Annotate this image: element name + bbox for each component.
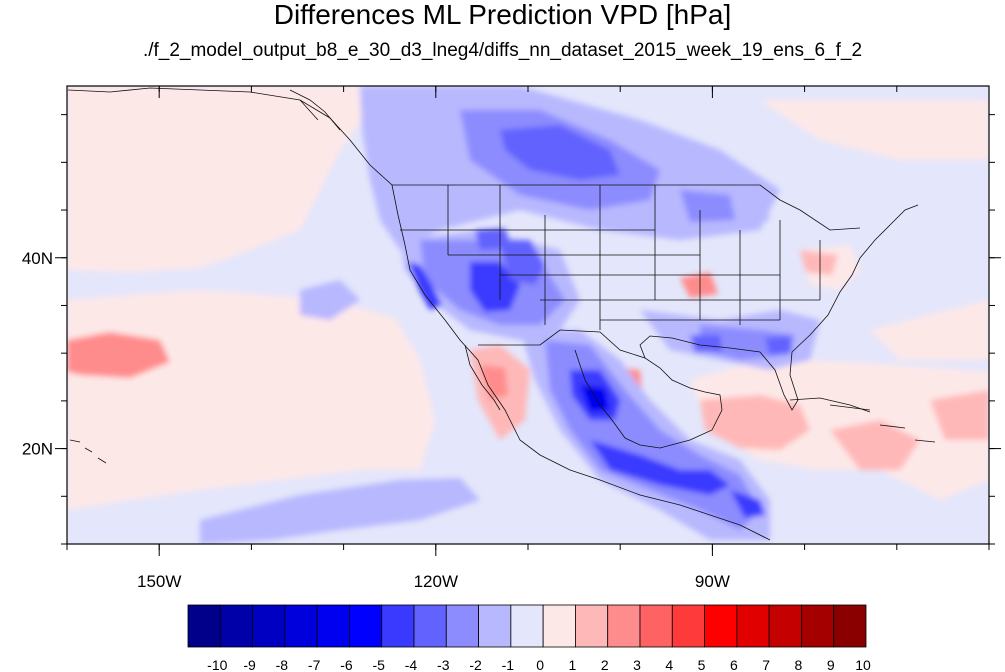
- plot-title: Differences ML Prediction VPD [hPa]: [273, 0, 732, 30]
- positive-region-northeast-pacific: [67, 86, 362, 272]
- colorbar-swatch: [445, 604, 479, 648]
- strong-positive-gulf-of-mexico: [700, 395, 810, 450]
- strong-negative-central-america: [730, 490, 765, 518]
- colorbar-label: 5: [698, 657, 706, 672]
- moderate-negative-montana: [680, 190, 735, 222]
- negative-region-pacific-tropics: [200, 478, 480, 544]
- colorbar-swatch: [349, 604, 383, 648]
- strong-negative-california: [408, 262, 442, 310]
- axis-ticks: 150W 120W 90W 40N 20N: [22, 86, 1001, 591]
- lon-tick-label: 150W: [137, 572, 181, 591]
- positive-region-far-northeast: [760, 100, 989, 160]
- strong-negative-southeast-coast: [765, 336, 792, 355]
- border-us-mexico: [478, 329, 646, 359]
- strong-negative-mexico-south: [590, 440, 730, 495]
- coastline-pacific: [67, 87, 771, 541]
- plot-subtitle: ./f_2_model_output_b8_e_30_d3_lneg4/diff…: [142, 40, 863, 61]
- coastline-alaska-islands: [289, 89, 341, 131]
- lat-tick-label: 20N: [22, 440, 53, 459]
- colorbar-swatch: [542, 604, 576, 648]
- colorbar-swatch: [316, 604, 350, 648]
- colorbar-swatch: [478, 604, 512, 648]
- colorbar-swatch: [510, 604, 544, 648]
- strong-negative-arizona: [500, 240, 545, 285]
- strong-negative-nevada-utah: [470, 262, 520, 312]
- colorbar-swatch: [833, 604, 867, 648]
- colorbar-label: 3: [633, 657, 641, 672]
- colorbar-swatch: [736, 604, 770, 648]
- colorbar-label: -1: [502, 657, 515, 672]
- lon-tick-label: 90W: [695, 572, 730, 591]
- colorbar-swatch: [704, 604, 738, 648]
- colorbar-swatch: [768, 604, 802, 648]
- colorbar-label: 4: [665, 657, 673, 672]
- colorbar-swatch: [671, 604, 705, 648]
- state-borders-west: [447, 185, 821, 330]
- colorbar-label: -4: [405, 657, 418, 672]
- colorbar-label: 6: [730, 657, 738, 672]
- colorbar-label: -6: [340, 657, 353, 672]
- border-us-canada: [392, 184, 861, 231]
- colorbar-label: 7: [762, 657, 770, 672]
- strong-positive-ohio: [800, 250, 838, 275]
- colorbar-label: 0: [536, 657, 544, 672]
- strong-negative-canada: [500, 125, 620, 180]
- lon-tick-label: 120W: [414, 572, 458, 591]
- strong-positive-kansas: [680, 272, 718, 298]
- colorbar-label: -3: [437, 657, 450, 672]
- coastlines-and-borders: [67, 87, 936, 541]
- coastline-caribbean-islands: [829, 404, 936, 443]
- colorbar-label: -5: [372, 657, 385, 672]
- colorbar-swatch: [413, 604, 447, 648]
- colorbar-label: 2: [601, 657, 609, 672]
- colorbar-swatch: [575, 604, 609, 648]
- colorbar: -10 -9 -8 -7 -6 -5 -4 -3 -2 -1 0 1 2 3 4 5 6 7 8 9 10: [187, 604, 871, 672]
- colorbar-swatch: [252, 604, 286, 648]
- colorbar-label: 8: [795, 657, 803, 672]
- colorbar-swatch: [381, 604, 415, 648]
- colorbar-swatch: [284, 604, 318, 648]
- colorbar-swatch: [801, 604, 835, 648]
- colorbar-swatch: [219, 604, 253, 648]
- colorbar-label: 1: [569, 657, 577, 672]
- strong-negative-central-mexico: [580, 385, 610, 412]
- colorbar-swatch: [639, 604, 673, 648]
- negative-region-pacific-mid: [300, 280, 360, 320]
- colorbar-label: -2: [469, 657, 482, 672]
- colorbar-swatch: [187, 604, 221, 648]
- colorbar-label: -7: [308, 657, 321, 672]
- colorbar-label: -10: [207, 657, 227, 672]
- positive-atlantic-far-east: [930, 390, 989, 440]
- state-borders-rows: [400, 229, 820, 321]
- strong-positive-hawaii-region: [67, 332, 170, 378]
- strong-positive-baja: [480, 365, 508, 400]
- strong-positive-caribbean: [830, 420, 920, 470]
- coastline-baja: [464, 344, 501, 411]
- coastline-gulf-of-mexico: [574, 204, 919, 449]
- positive-region-atlantic-east: [870, 300, 989, 360]
- colorbar-label: -9: [243, 657, 256, 672]
- strong-negative-louisiana: [690, 335, 722, 352]
- hawaii-islands: [69, 439, 107, 464]
- colorbar-label: 9: [827, 657, 835, 672]
- colorbar-label: -8: [276, 657, 289, 672]
- colorbar-swatch: [607, 604, 641, 648]
- vpd-difference-field: [67, 86, 989, 544]
- lat-tick-label: 40N: [22, 249, 53, 268]
- coastline-cuba: [789, 397, 871, 413]
- strong-negative-idaho: [475, 228, 512, 250]
- colorbar-label: 10: [855, 657, 871, 672]
